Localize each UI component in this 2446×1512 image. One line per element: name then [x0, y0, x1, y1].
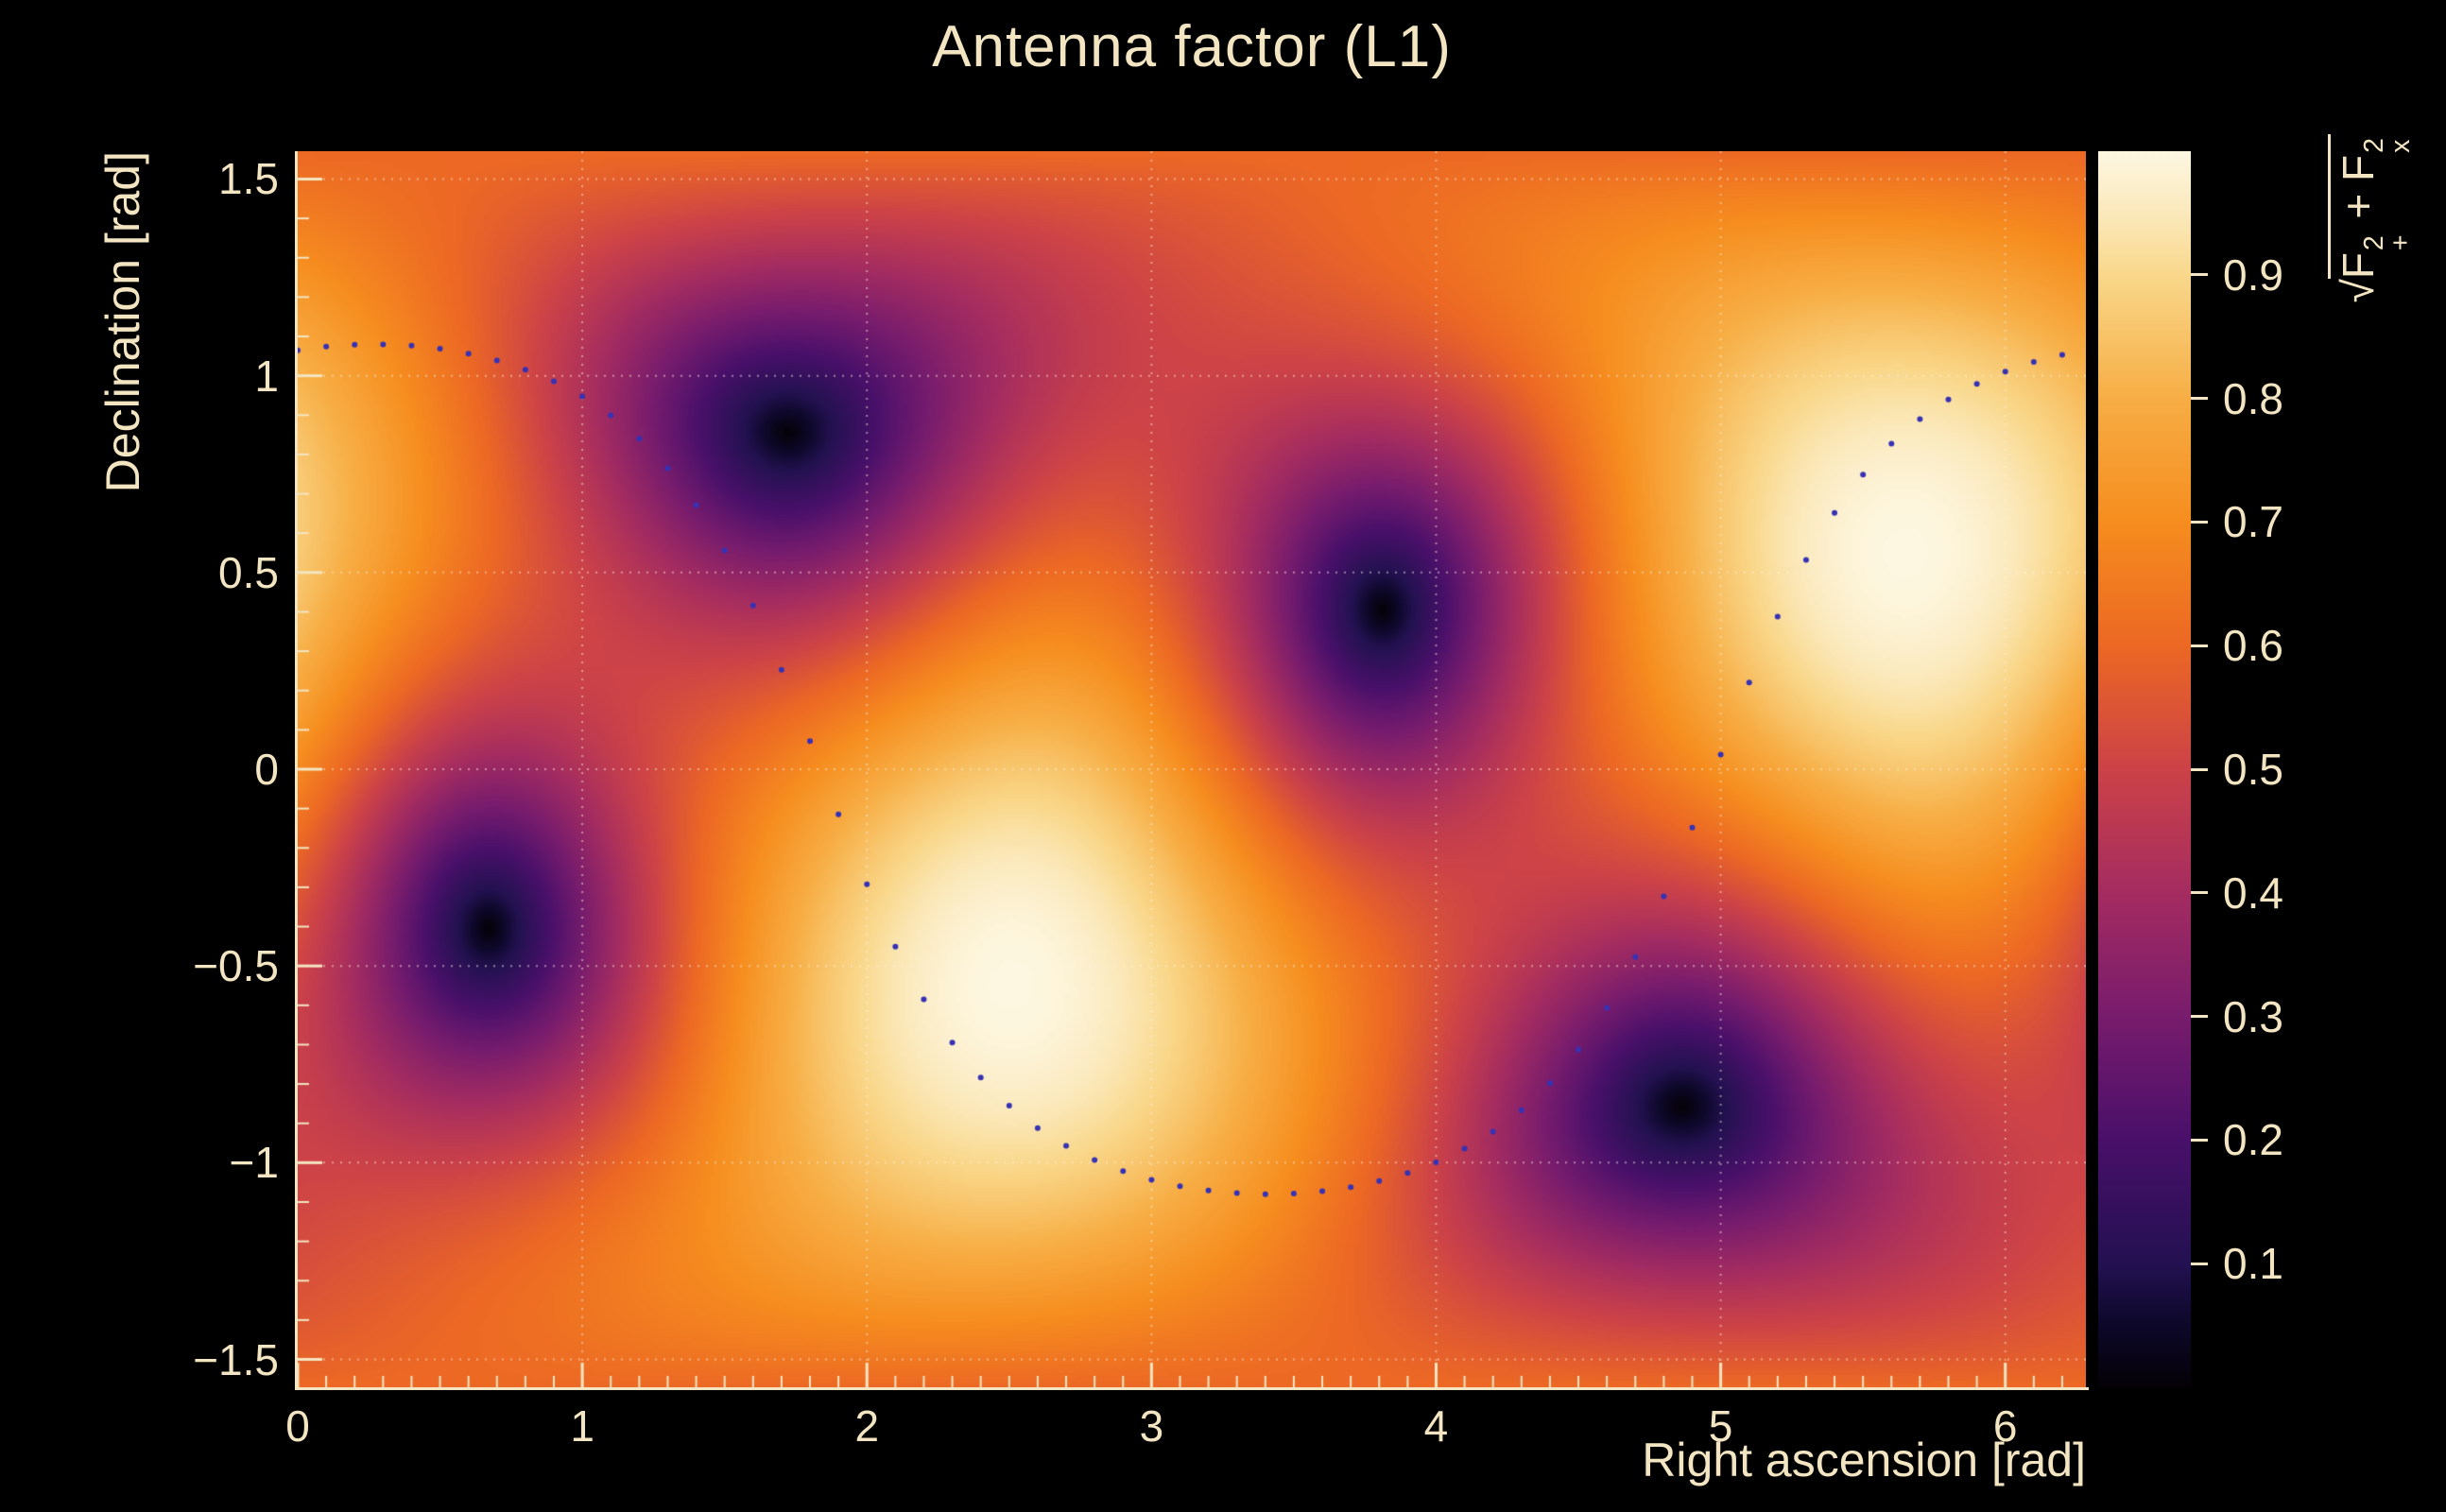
x-tick-label: 6: [1992, 1401, 2018, 1451]
colorbar-tick-mark: [2191, 891, 2208, 895]
plus-operator: +: [2334, 180, 2383, 232]
x-axis-line: [295, 1387, 2089, 1390]
f-cross-symbol: F: [2334, 154, 2383, 181]
f-cross-superscript: 2: [2358, 138, 2389, 153]
x-tick-label: 5: [1708, 1401, 1733, 1451]
colorbar-tick-label: 0.5: [2223, 745, 2283, 794]
colorbar-tick-label: 0.9: [2223, 249, 2283, 300]
radical-sign: √: [2334, 279, 2383, 303]
colorbar-tick-mark: [2191, 1138, 2208, 1142]
heatmap-plot-area: [298, 151, 2086, 1387]
colorbar-tick-mark: [2191, 397, 2208, 401]
y-axis-line: [295, 151, 298, 1390]
colorbar-tick-mark: [2191, 1015, 2208, 1019]
f-plus-superscript: 2: [2358, 235, 2389, 251]
x-tick-label: 2: [854, 1401, 880, 1451]
x-tick-label: 4: [1423, 1401, 1449, 1451]
x-tick-label: 1: [570, 1401, 594, 1451]
y-tick-label: −1.5: [193, 1334, 279, 1384]
colorbar-tick-label: 0.8: [2223, 373, 2283, 423]
f-plus-subscript: +: [2386, 234, 2417, 251]
x-tick-label: 3: [1139, 1401, 1164, 1451]
f-plus-symbol: F: [2334, 252, 2383, 280]
colorbar-tick-label: 0.7: [2223, 497, 2283, 547]
colorbar-tick-label: 0.3: [2223, 991, 2283, 1041]
f-cross-subscript: x: [2386, 139, 2417, 153]
y-tick-label: −1: [229, 1138, 279, 1188]
colorbar: [2098, 151, 2191, 1387]
colorbar-tick-mark: [2191, 644, 2208, 647]
colorbar-tick-mark: [2191, 1262, 2208, 1265]
colorbar-tick-mark: [2191, 520, 2208, 524]
y-tick-label: 0: [254, 745, 279, 794]
colorbar-tick-label: 0.2: [2223, 1115, 2283, 1165]
colorbar-tick-label: 0.1: [2223, 1239, 2283, 1289]
y-tick-label: 1.5: [218, 154, 279, 204]
y-tick-label: 1: [254, 351, 279, 401]
colorbar-tick-label: 0.6: [2223, 621, 2283, 671]
x-tick-label: 0: [285, 1401, 310, 1451]
chart-title: Antenna factor (L1): [932, 14, 1452, 79]
y-axis-title: Declination [rad]: [96, 151, 149, 493]
y-tick-label: 0.5: [218, 547, 279, 597]
colorbar-tick-mark: [2191, 273, 2208, 277]
colorbar-tick-label: 0.4: [2223, 868, 2283, 918]
y-tick-label: −0.5: [193, 941, 279, 991]
x-axis-title: Right ascension [rad]: [1642, 1434, 2086, 1486]
f-plus-scripts: 2 +: [2358, 234, 2417, 251]
colorbar-tick-mark: [2191, 767, 2208, 771]
